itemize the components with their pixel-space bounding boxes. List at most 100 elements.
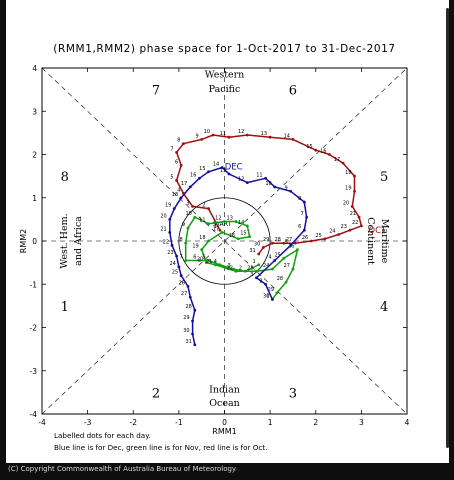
- day-label: 4: [177, 187, 180, 193]
- series-point-oct: [350, 205, 354, 208]
- series-point-dec: [191, 319, 194, 323]
- day-label: 28: [274, 237, 280, 243]
- copyright-text: (C) Copyright Commonwealth of Australia …: [8, 465, 237, 473]
- x-tick-label: 3: [359, 418, 364, 427]
- day-label: 10: [204, 129, 210, 135]
- day-label: 7: [300, 211, 303, 217]
- diagonal-line: [41, 67, 408, 415]
- series-point-dec: [305, 215, 309, 219]
- day-label: 23: [167, 250, 173, 256]
- day-label: 3: [227, 263, 230, 269]
- series-point-oct: [175, 150, 178, 154]
- day-label: 31: [185, 339, 191, 345]
- series-point-oct: [309, 239, 313, 243]
- series-point-dec: [172, 207, 176, 210]
- series-point-dec: [220, 166, 224, 169]
- day-label: 17: [334, 157, 340, 163]
- y-tick-label: 1: [32, 194, 37, 203]
- day-label: 7: [170, 146, 173, 152]
- day-label: 14: [238, 220, 244, 226]
- day-label: 9: [196, 133, 199, 139]
- day-label: 4: [214, 259, 217, 265]
- series-point-oct: [218, 228, 222, 232]
- series-point-dec: [179, 196, 183, 200]
- series-point-nov: [255, 269, 258, 273]
- day-label: 16: [229, 233, 235, 239]
- series-point-nov: [198, 259, 201, 262]
- series-point-oct: [175, 179, 178, 182]
- y-axis-label: RMM2: [19, 229, 28, 253]
- footer-note-legend: Blue line is for Dec, green line is for …: [54, 443, 268, 452]
- day-label: 16: [190, 172, 196, 178]
- y-tick-label: -4: [30, 410, 38, 419]
- series-point-dec: [175, 254, 178, 258]
- x-tick-label: -2: [130, 418, 138, 427]
- series-point-oct: [227, 135, 231, 139]
- day-label: 7: [180, 254, 183, 260]
- x-tick-label: 0: [222, 418, 227, 427]
- series-point-nov: [184, 241, 188, 245]
- day-label: 30: [263, 293, 269, 299]
- series-point-dec: [245, 181, 249, 185]
- day-label: 17: [181, 181, 187, 187]
- series-point-oct: [191, 205, 194, 208]
- day-label: 24: [263, 263, 269, 269]
- y-tick-label: 3: [32, 107, 37, 116]
- day-label: 19: [165, 203, 171, 209]
- series-point-oct: [211, 133, 215, 137]
- day-label: 27: [284, 263, 290, 269]
- unit-circle: [178, 197, 271, 285]
- chart-frame: (RMM1,RMM2) phase space for 1-Oct-2017 t…: [6, 0, 449, 463]
- day-label: 6: [298, 224, 301, 230]
- day-label: 1: [266, 293, 269, 299]
- series-point-oct: [179, 163, 183, 167]
- day-label: 2: [202, 203, 205, 209]
- day-label: 18: [172, 192, 178, 198]
- day-label: 11: [256, 172, 262, 178]
- series-point-oct: [200, 137, 204, 141]
- series-point-nov: [220, 230, 224, 234]
- region-label-right: Maritime: [379, 219, 390, 264]
- day-label: 28: [277, 276, 283, 282]
- series-point-dec: [198, 176, 201, 180]
- day-label: 6: [175, 159, 178, 165]
- day-label: 29: [183, 315, 189, 321]
- series-point-dec: [170, 243, 174, 247]
- series-point-nov: [204, 261, 208, 265]
- series-point-nov: [232, 267, 236, 271]
- day-label: 19: [192, 244, 198, 250]
- series-point-nov: [200, 248, 204, 252]
- region-label-left: and Africa: [73, 216, 84, 266]
- day-label: 16: [320, 149, 326, 155]
- day-label: 22: [163, 239, 169, 245]
- series-point-dec: [264, 176, 267, 180]
- y-tick-label: 0: [32, 237, 37, 246]
- series-point-dec: [188, 295, 192, 299]
- series-point-oct: [182, 142, 185, 146]
- series-point-nov: [257, 263, 261, 267]
- series-point-dec: [186, 285, 190, 288]
- series-point-oct: [357, 215, 361, 219]
- day-label: 17: [213, 226, 219, 232]
- series-point-oct: [293, 241, 297, 245]
- phase-number-3: 3: [289, 386, 297, 401]
- region-label-top: Pacific: [209, 84, 241, 95]
- series-point-oct: [207, 207, 210, 210]
- x-tick-label: 4: [405, 418, 410, 427]
- series-point-dec: [302, 200, 306, 204]
- day-label: 20: [160, 213, 166, 219]
- day-label: 13: [227, 216, 233, 222]
- phase-number-1: 1: [61, 300, 69, 315]
- x-tick-label: -3: [84, 418, 92, 427]
- day-label: 29: [263, 237, 269, 243]
- region-label-right: Continent: [365, 217, 376, 265]
- scrollbar[interactable]: [446, 8, 449, 448]
- series-point-nov: [213, 263, 217, 267]
- day-label: 2: [239, 265, 242, 271]
- phase-number-6: 6: [289, 84, 297, 99]
- day-label: 23: [341, 224, 347, 230]
- day-label: 4: [269, 254, 272, 260]
- diagonal-line: [41, 67, 408, 415]
- series-point-dec: [273, 185, 277, 189]
- day-label: 26: [288, 244, 294, 250]
